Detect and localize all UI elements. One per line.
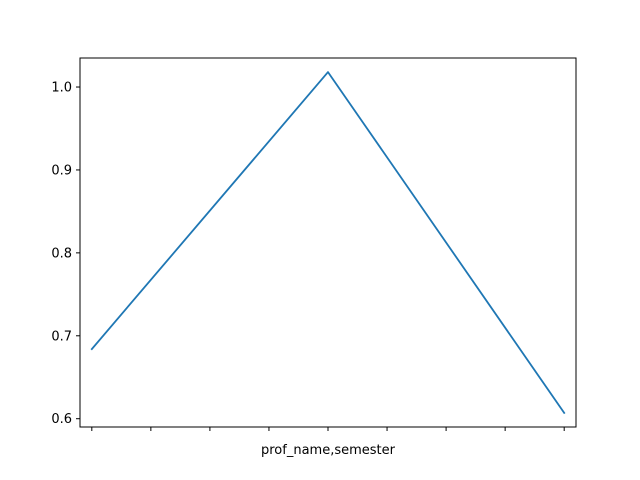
y-tick-label: 0.9 <box>51 163 72 178</box>
y-axis-ticks: 0.6 0.7 0.8 0.9 1.0 <box>51 81 80 427</box>
series-layer <box>90 71 566 415</box>
x-axis-label: prof_name,semester <box>261 443 396 458</box>
series-line <box>90 71 566 415</box>
y-tick-label: 0.7 <box>51 329 72 344</box>
x-axis-ticks <box>91 427 565 431</box>
y-tick-label: 0.8 <box>51 246 72 261</box>
plot-area-frame <box>79 57 577 428</box>
y-tick-label: 0.6 <box>51 412 72 427</box>
y-tick-label: 1.0 <box>51 81 72 96</box>
